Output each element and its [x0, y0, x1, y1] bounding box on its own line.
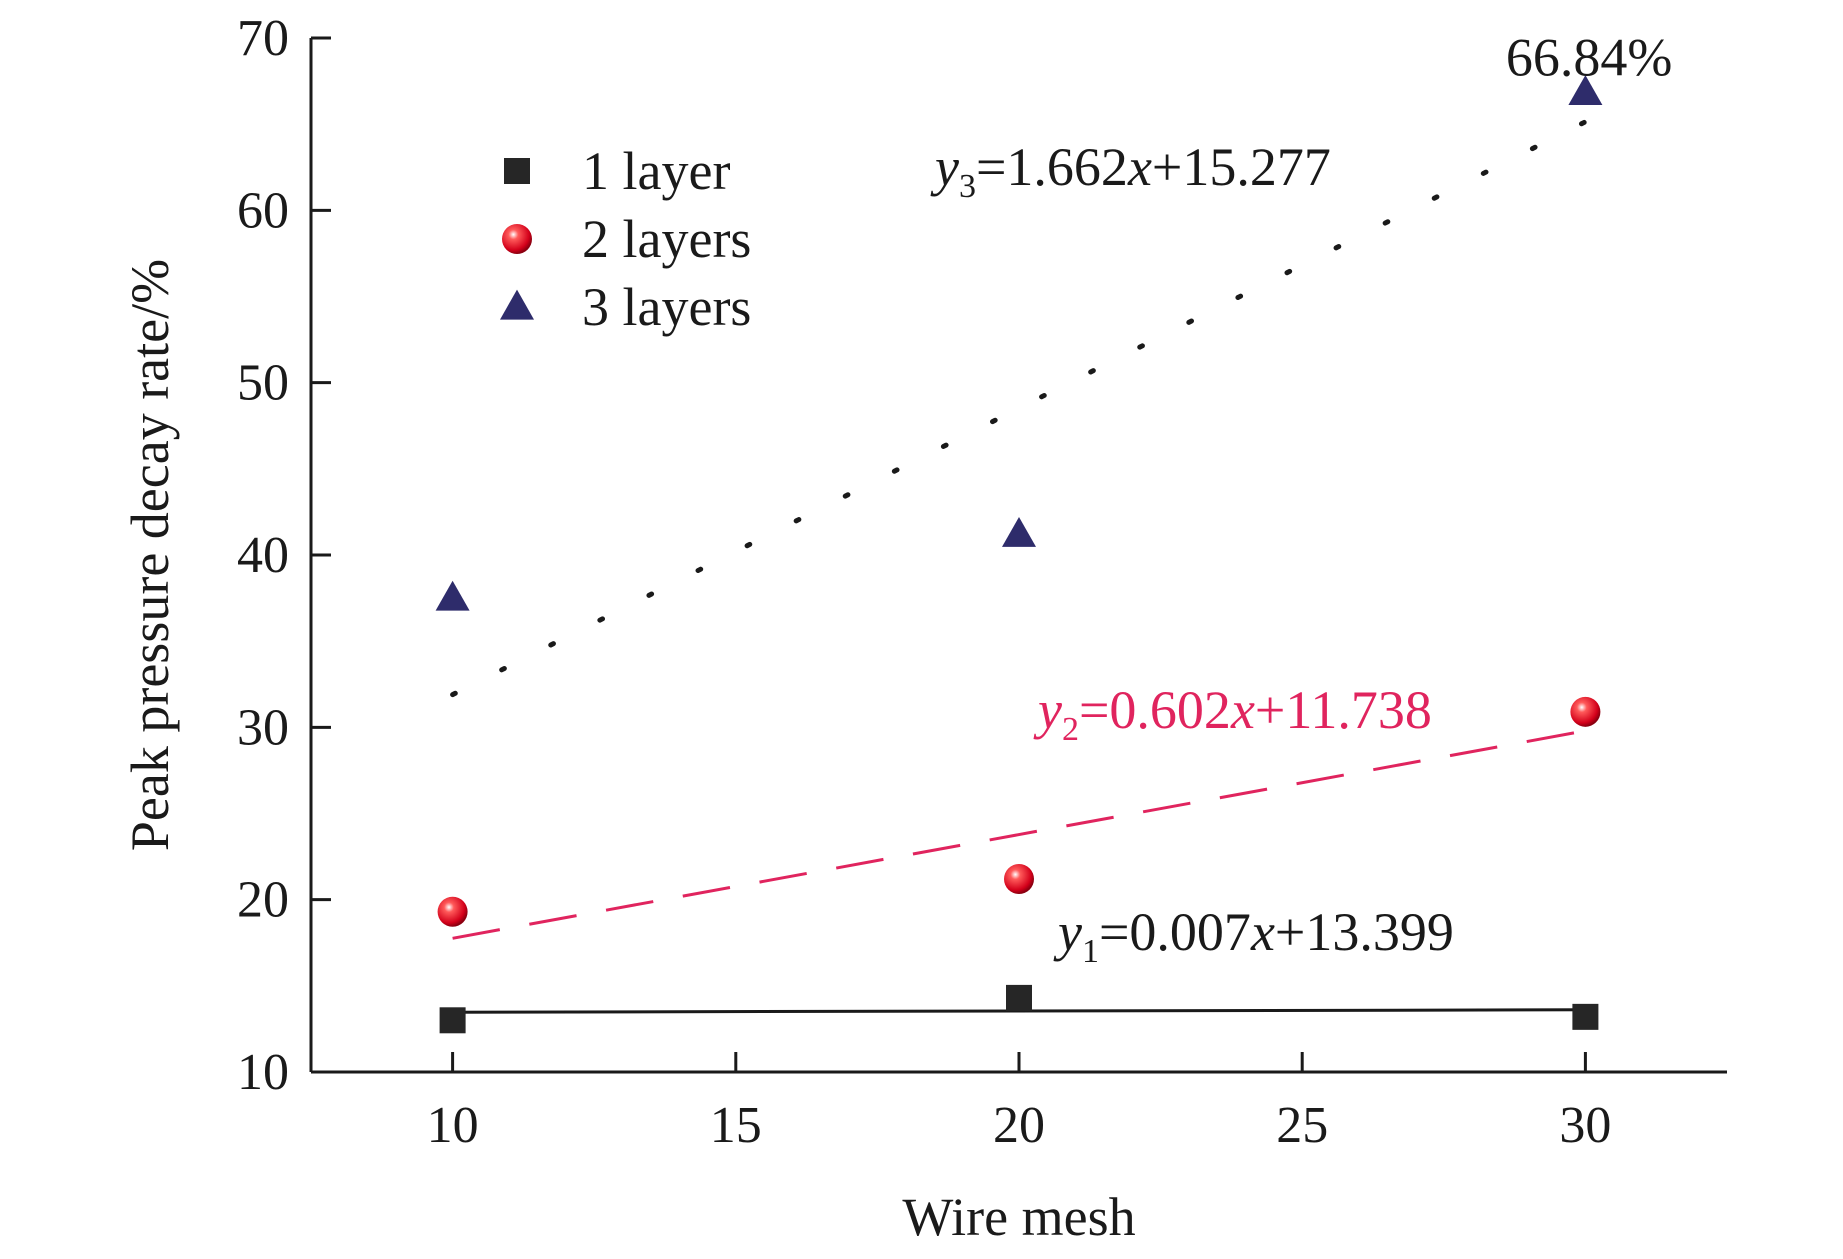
point-series-1 [439, 1007, 466, 1034]
point-series-1 [1572, 1003, 1599, 1030]
point-series-2 [1570, 696, 1601, 727]
x-tick-label: 25 [1276, 1097, 1328, 1154]
axes: 10 20 30 40 50 60 70 10 15 20 25 30 Wire mesh Peak pr… [120, 10, 1727, 1247]
peak-annotation: 66.84% [1506, 27, 1672, 87]
x-tick-label: 15 [710, 1097, 762, 1154]
point-series-3 [1002, 516, 1036, 547]
point-series-3 [435, 580, 470, 611]
legend: 1 layer 2 layers 3 layers [500, 141, 751, 337]
y-tick-label: 60 [237, 182, 289, 239]
x-tick-label: 30 [1559, 1097, 1611, 1154]
y-tick-label: 30 [237, 699, 289, 756]
legend-label-series-1: 1 layer [582, 141, 730, 201]
legend-marker-series-3 [500, 289, 534, 320]
legend-label-series-2: 2 layers [582, 209, 751, 269]
y-tick-label: 20 [237, 872, 289, 929]
fit-equation-series-3: y3=1.662x+15.277 [930, 137, 1331, 205]
fit-line-series-2 [452, 729, 1586, 940]
point-series-1 [1006, 984, 1032, 1011]
fit-equation-series-2: y2=0.602x+11.738 [1033, 680, 1432, 748]
point-series-2 [437, 896, 468, 927]
point-series-3 [1568, 75, 1603, 106]
fit-line-series-1 [452, 1008, 1586, 1014]
y-axis-title: Peak pressure decay rate/% [120, 259, 180, 851]
point-series-2 [1004, 863, 1034, 894]
legend-label-series-3: 3 layers [582, 277, 751, 337]
legend-marker-series-1 [504, 158, 530, 184]
fit-lines [450, 119, 1588, 1014]
x-tick-label: 20 [993, 1097, 1045, 1154]
legend-marker-series-2 [502, 224, 532, 254]
x-tick-label: 10 [427, 1097, 479, 1154]
x-axis-title: Wire mesh [902, 1187, 1135, 1247]
y-tick-label: 40 [237, 527, 289, 584]
chart-labels: y1=0.007x+13.399 y2=0.602x+11.738 y3=1.662… [930, 27, 1672, 970]
fit-line-series-3 [450, 119, 1588, 698]
fit-equation-series-1: y1=0.007x+13.399 [1053, 902, 1454, 970]
y-tick-label: 10 [237, 1044, 289, 1101]
y-tick-label: 50 [237, 355, 289, 412]
data-points [435, 75, 1603, 1034]
y-tick-label: 70 [237, 10, 289, 67]
